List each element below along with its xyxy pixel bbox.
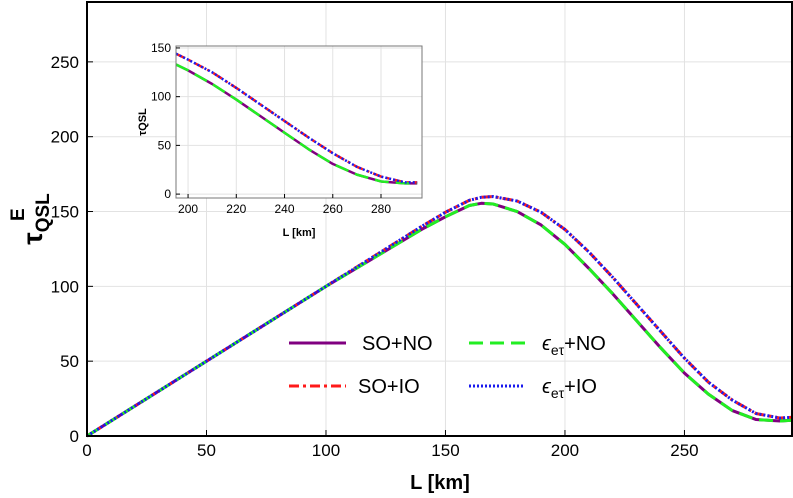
- inset-x-tick-label: 200: [178, 202, 198, 216]
- legend-item-so-io: SO+IO: [289, 376, 420, 398]
- y-axis-title-sup: E: [8, 208, 29, 221]
- y-axis-title-sub: QSL: [33, 193, 54, 232]
- inset-grid: [176, 46, 422, 198]
- x-tick-label: 50: [197, 441, 216, 460]
- inset-y-axis-title: τQSL: [137, 108, 149, 136]
- y-tick-label: 250: [51, 53, 79, 72]
- inset-plot-frame: [175, 45, 423, 199]
- inset-x-axis-title: L [km]: [283, 227, 316, 239]
- main-series: [86, 195, 793, 438]
- inset-series-line-e-no: [175, 63, 418, 185]
- inset-series-line-e-io: [175, 52, 418, 184]
- x-tick-label: 250: [670, 441, 698, 460]
- legend-label-so-io: SO+IO: [358, 376, 420, 398]
- x-tick-label: 100: [312, 441, 340, 460]
- inset-background: [176, 46, 422, 198]
- inset-y-tick-label: 150: [151, 41, 171, 55]
- legend-item-eps-no: ϵeτ+NO: [469, 333, 606, 358]
- legend-item-so-no: SO+NO: [289, 333, 433, 355]
- legend: SO+NO ϵeτ+NO SO+IO ϵeτ+IO: [289, 333, 606, 401]
- y-tick-label: 100: [51, 277, 79, 296]
- series-line-e-io: [86, 195, 793, 438]
- y-tick-label: 150: [51, 203, 79, 222]
- inset-x-tick-label: 260: [323, 202, 343, 216]
- legend-item-eps-io: ϵeτ+IO: [469, 376, 597, 401]
- main-plot-frame: [86, 1, 793, 437]
- inset-x-tick-label: 240: [275, 202, 295, 216]
- y-tick-label: 0: [70, 427, 79, 446]
- x-tick-label: 150: [431, 441, 459, 460]
- inset-series: [175, 52, 418, 185]
- svg-text:τQSL: τQSL: [17, 193, 54, 245]
- series-line-e-no: [86, 201, 793, 438]
- inset-x-tick-label: 220: [226, 202, 246, 216]
- main-ticks: 0 50 100 150 200 250 0 50 100 150 200 250: [51, 53, 699, 460]
- x-tick-label: 200: [551, 441, 579, 460]
- y-tick-label: 50: [60, 352, 79, 371]
- inset-x-tick-label: 280: [371, 202, 391, 216]
- legend-label-eps-io: ϵeτ+IO: [542, 376, 597, 401]
- x-tick-label: 0: [82, 441, 91, 460]
- y-tick-label: 200: [51, 128, 79, 147]
- y-axis-title: τQSL E: [8, 193, 54, 245]
- y-axis-title-base: τ: [17, 232, 48, 245]
- inset-y-tick-label: 50: [158, 138, 172, 152]
- inset-y-tick-label: 0: [164, 187, 171, 201]
- inset-y-tick-label: 100: [151, 90, 171, 104]
- legend-label-so-no: SO+NO: [362, 333, 433, 355]
- inset-ticks: 200 220 240 260 280 0 50 100 150: [151, 41, 391, 216]
- legend-label-eps-no: ϵeτ+NO: [542, 333, 606, 358]
- x-axis-title: L [km]: [410, 472, 470, 494]
